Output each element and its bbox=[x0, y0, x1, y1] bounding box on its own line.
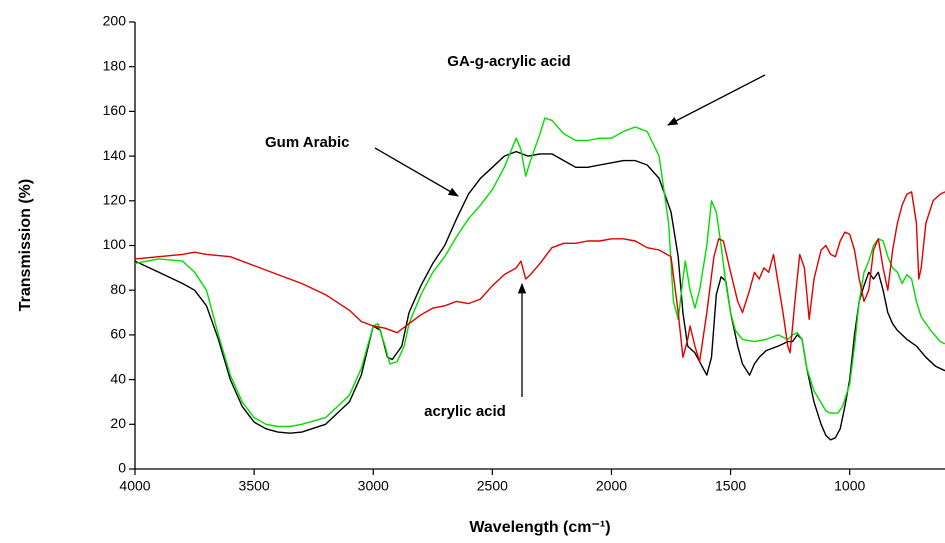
y-tick-label: 160 bbox=[103, 102, 127, 118]
series-annotation: Gum Arabic bbox=[265, 134, 349, 151]
y-tick-label: 120 bbox=[103, 192, 127, 208]
y-tick-label: 100 bbox=[103, 236, 127, 252]
y-tick-label: 60 bbox=[110, 326, 126, 342]
annotation-arrow bbox=[374, 147, 459, 197]
series-line bbox=[134, 150, 945, 441]
series-annotation: acrylic acid bbox=[424, 403, 506, 420]
y-axis-label: Transmission (%) bbox=[17, 179, 34, 311]
x-tick-label: 2000 bbox=[596, 478, 627, 494]
x-tick-label: 1000 bbox=[834, 478, 865, 494]
series-line bbox=[134, 191, 945, 363]
y-tick-label: 180 bbox=[103, 57, 127, 73]
annotation-arrow bbox=[667, 74, 766, 126]
x-axis-label: Wavelength (cm⁻¹) bbox=[469, 519, 610, 536]
y-tick-label: 200 bbox=[103, 13, 127, 29]
plot-area: 0 20 40 60 80 100 120 140 160 180 200 4000 3500 3000 2… bbox=[103, 13, 945, 494]
y-tick-label: 140 bbox=[103, 147, 127, 163]
x-tick-label: 1500 bbox=[715, 478, 746, 494]
series-annotation: GA-g-acrylic acid bbox=[447, 53, 570, 70]
x-tick-label: 3000 bbox=[358, 478, 389, 494]
x-tick-label: 3500 bbox=[239, 478, 270, 494]
y-tick-label: 80 bbox=[110, 281, 126, 297]
x-tick-label: 2500 bbox=[477, 478, 508, 494]
x-tick-label: 4000 bbox=[119, 478, 150, 494]
y-tick-label: 20 bbox=[110, 415, 126, 431]
series-line bbox=[134, 117, 945, 428]
y-tick-label: 0 bbox=[118, 460, 126, 476]
y-tick-label: 40 bbox=[110, 370, 126, 386]
